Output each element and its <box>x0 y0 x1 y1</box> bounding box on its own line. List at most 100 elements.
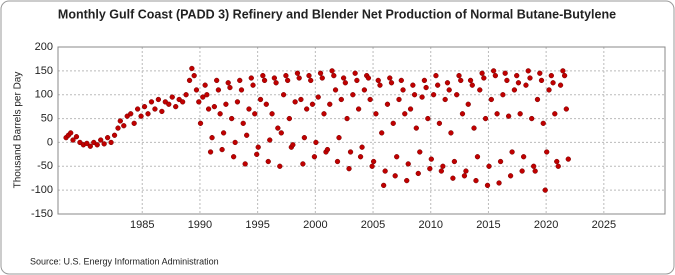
point <box>350 92 356 98</box>
point <box>217 111 223 117</box>
point <box>70 137 76 143</box>
point <box>481 75 487 81</box>
point <box>436 120 443 126</box>
point <box>278 130 284 136</box>
point <box>361 87 368 93</box>
point <box>357 154 364 160</box>
point <box>394 154 400 160</box>
point <box>514 72 520 79</box>
x-tick-label: 2000 <box>303 219 327 231</box>
point <box>542 187 548 193</box>
point <box>155 96 162 103</box>
point <box>121 123 127 129</box>
point <box>294 70 301 76</box>
y-axis-label: Thousand Barrels per Day <box>13 72 24 189</box>
point <box>540 120 546 126</box>
point <box>488 96 494 103</box>
point <box>152 106 158 112</box>
point <box>211 103 218 110</box>
x-tick-label: 1985 <box>130 219 154 231</box>
point <box>548 72 554 79</box>
point <box>237 77 243 84</box>
point <box>202 82 208 88</box>
point <box>189 65 195 72</box>
point <box>296 75 302 81</box>
chart-title: Monthly Gulf Coast (PADD 3) Refinery and… <box>58 7 616 21</box>
point <box>209 135 215 141</box>
point <box>173 103 179 110</box>
point <box>511 87 518 93</box>
point <box>334 158 341 165</box>
point <box>479 70 485 76</box>
point <box>398 77 404 84</box>
point <box>425 115 431 122</box>
y-tick-label: 100 <box>35 89 53 101</box>
point <box>482 115 489 122</box>
point <box>417 149 423 155</box>
point <box>494 111 500 117</box>
point <box>459 111 466 117</box>
point <box>423 84 429 91</box>
point <box>561 72 568 79</box>
point <box>469 82 475 88</box>
point <box>159 108 165 115</box>
plot-border <box>57 46 666 215</box>
point <box>373 111 379 117</box>
point <box>111 132 118 138</box>
point <box>230 154 237 160</box>
x-tick-label: 2015 <box>476 219 500 231</box>
y-tick-label: 200 <box>35 41 53 53</box>
point <box>340 75 347 81</box>
y-tick-label: 50 <box>41 112 53 124</box>
point <box>428 156 434 162</box>
point <box>191 72 197 79</box>
x-tick-label: 2005 <box>361 219 385 231</box>
point <box>131 120 137 126</box>
point <box>148 99 155 105</box>
point <box>141 103 148 110</box>
point <box>565 156 571 162</box>
y-tick-label: -100 <box>31 184 53 196</box>
point <box>301 135 308 141</box>
point <box>313 139 319 146</box>
point <box>244 132 250 138</box>
point <box>467 77 474 84</box>
point <box>454 92 460 98</box>
point <box>280 92 287 98</box>
point <box>290 142 296 148</box>
point <box>456 72 462 79</box>
point <box>306 72 312 79</box>
point <box>73 134 80 140</box>
point <box>484 182 491 189</box>
point <box>415 170 421 177</box>
point <box>319 75 325 81</box>
point <box>338 96 344 103</box>
point <box>311 154 318 160</box>
point <box>427 166 433 172</box>
point <box>560 68 566 74</box>
point <box>284 77 291 84</box>
point <box>166 101 172 107</box>
point <box>519 168 525 174</box>
y-tick-label: -150 <box>31 208 53 220</box>
point <box>465 101 471 107</box>
point <box>238 87 245 93</box>
point <box>377 82 383 88</box>
point <box>387 75 393 81</box>
point <box>215 87 222 93</box>
point <box>355 106 362 112</box>
point <box>169 94 175 100</box>
point <box>204 92 210 98</box>
point <box>346 166 352 172</box>
point <box>219 146 225 153</box>
point <box>87 143 93 149</box>
point <box>410 82 416 88</box>
point <box>375 77 381 84</box>
point <box>342 80 348 86</box>
point <box>379 130 385 136</box>
point <box>450 175 456 181</box>
point <box>517 111 523 117</box>
point <box>286 115 293 122</box>
point <box>179 99 186 105</box>
